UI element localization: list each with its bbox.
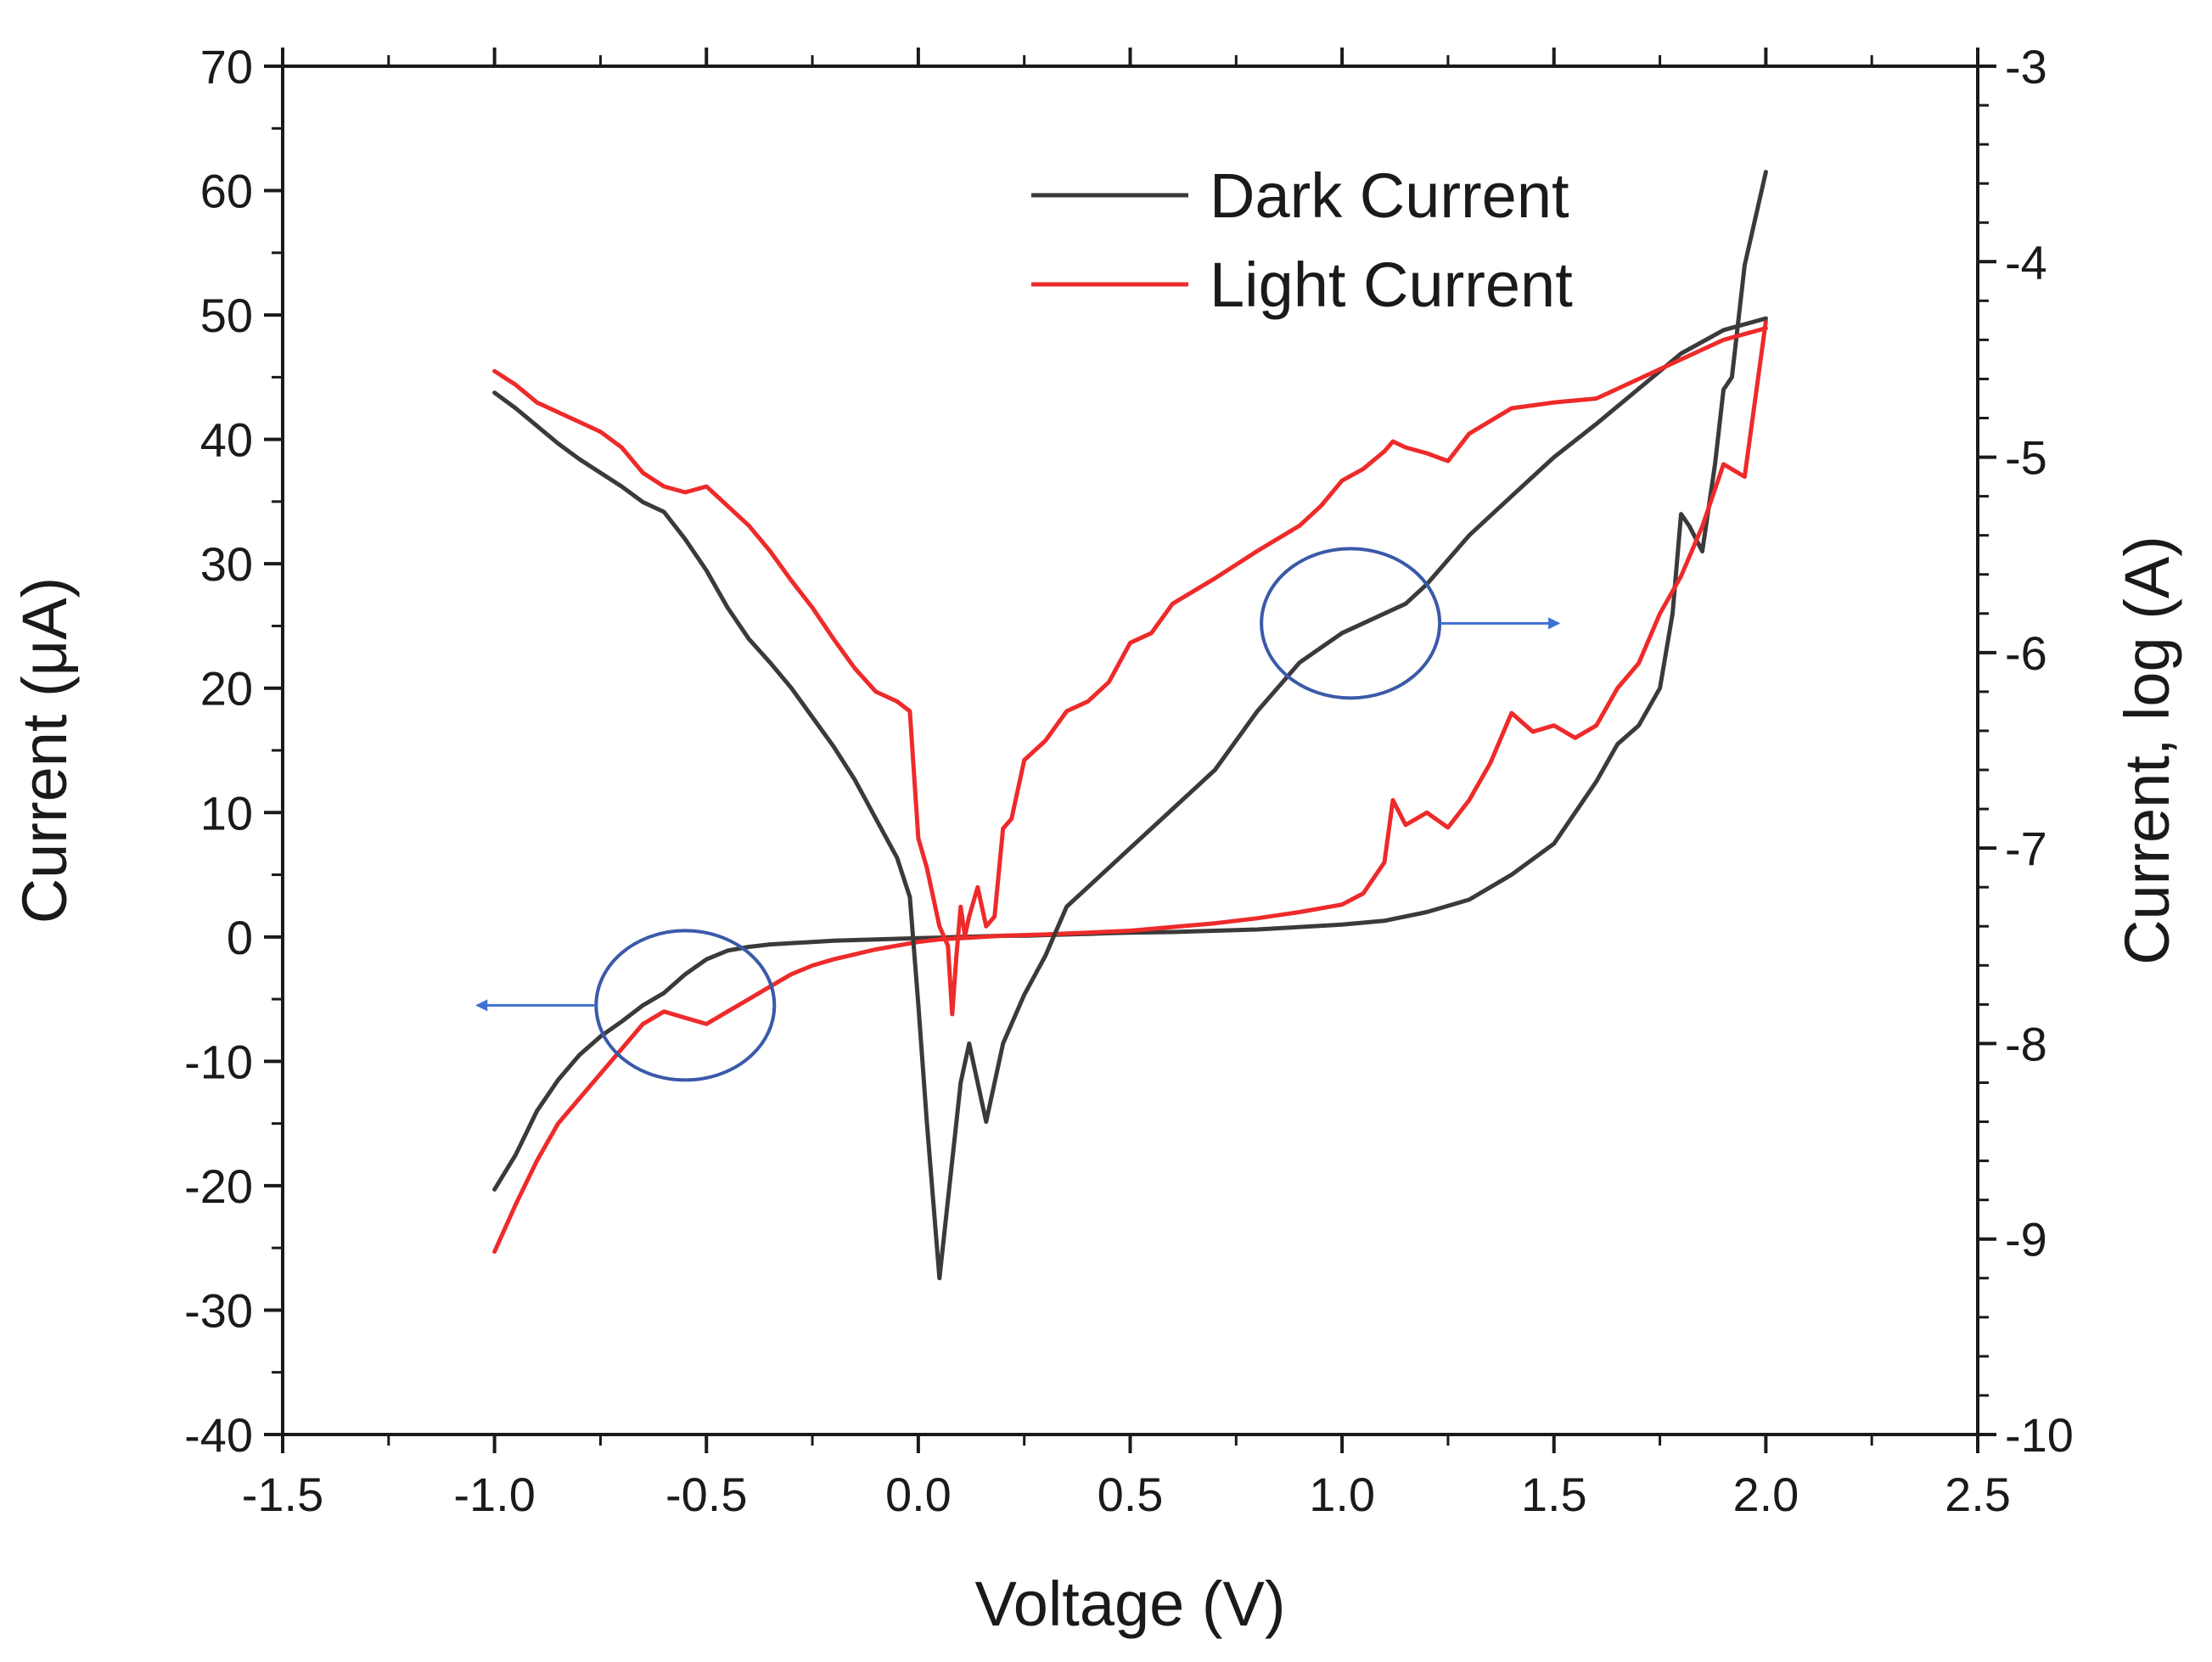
legend-label-dark-current: Dark Current [1210,160,1569,231]
x-tick-label: 0.5 [1098,1468,1164,1521]
y-right-tick-label: -7 [2005,822,2047,875]
y-axis-left-title: Current (μA) [9,577,80,924]
axis-ticks [264,48,1996,1453]
legend-label-light-current: Light Current [1210,250,1573,320]
axis-tick-labels: -1.5 -1.0 -0.5 0.0 0.5 1.0 1.5 2.0 2.5-40-30-20-… [184,40,2074,1521]
x-tick-label: -1.0 [453,1468,536,1521]
x-tick-label: -1.5 [242,1468,324,1521]
x-tick-label: 0.0 [885,1468,952,1521]
series-line-light-current-left [492,318,1768,1255]
x-axis-title: Voltage (V) [974,1569,1285,1639]
x-tick-label: 2.0 [1732,1468,1799,1521]
x-tick-label: 1.5 [1521,1468,1587,1521]
y-right-tick-label: -6 [2005,626,2047,680]
y-left-tick-label: 20 [200,662,253,716]
y-left-tick-label: 40 [200,413,253,467]
y-left-tick-label: 50 [200,289,253,342]
annotation-circle-left [594,929,777,1082]
y-left-tick-label: 10 [200,786,253,839]
x-tick-label: 1.0 [1309,1468,1375,1521]
y-left-tick-label: 0 [227,911,253,964]
y-axis-right-title: Current, log (A) [2112,536,2182,965]
x-tick-label: -0.5 [665,1468,748,1521]
legend: Dark Current Light Current [1031,160,1573,320]
y-right-tick-label: -8 [2005,1017,2047,1070]
y-right-tick-label: -9 [2005,1213,2047,1266]
y-right-tick-label: -10 [2005,1408,2074,1462]
plot-frame [281,65,1979,1436]
annotation-circle-right [1260,547,1442,700]
y-left-tick-label: 60 [200,165,253,218]
y-right-tick-label: -4 [2005,235,2047,289]
y-left-tick-label: -20 [184,1159,253,1213]
y-left-tick-label: -30 [184,1283,253,1337]
y-left-tick-label: 70 [200,40,253,93]
annotations [475,547,1561,1082]
series-line-dark-current-right [492,316,1768,1281]
series-layer [492,170,1768,1281]
y-left-tick-label: -10 [184,1035,253,1088]
y-right-tick-label: -5 [2005,431,2047,485]
x-tick-label: 2.5 [1945,1468,2011,1521]
y-left-tick-label: -40 [184,1408,253,1462]
series-line-dark-current-left [492,170,1768,1192]
y-right-tick-label: -3 [2005,40,2047,93]
y-left-tick-label: 30 [200,537,253,591]
series-line-light-current-right [492,326,1768,1017]
